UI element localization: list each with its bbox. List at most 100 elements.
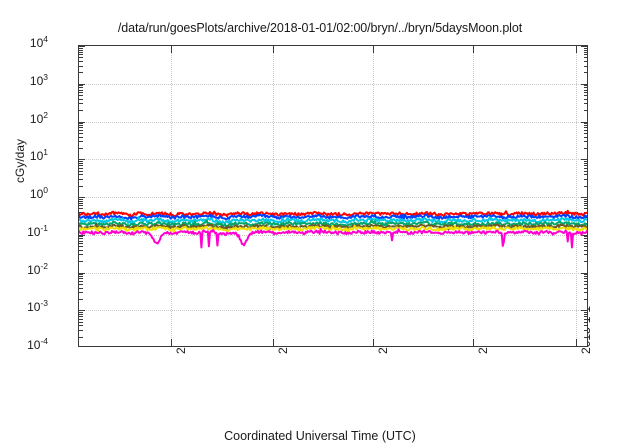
gridline-vertical	[273, 46, 274, 346]
y-axis-minor-tick	[583, 147, 587, 149]
x-axis-tick	[373, 46, 374, 53]
y-axis-tick	[581, 46, 587, 47]
y-axis-minor-tick	[79, 125, 83, 127]
y-axis-minor-tick	[79, 165, 83, 167]
y-axis-minor-tick	[583, 65, 587, 67]
y-axis-minor-tick	[583, 103, 587, 105]
y-axis-minor-tick	[583, 316, 587, 318]
y-axis-minor-tick	[583, 98, 587, 100]
y-axis-minor-tick	[79, 129, 83, 131]
y-axis-minor-tick	[583, 51, 587, 53]
y-axis-minor-tick	[583, 205, 587, 207]
y-axis-minor-tick	[79, 98, 83, 100]
y-axis-tick-label: 10-4	[27, 336, 48, 352]
y-axis-minor-tick	[583, 278, 587, 280]
y-axis-minor-tick	[79, 49, 83, 51]
gridline-horizontal	[79, 197, 587, 198]
gridline-vertical	[171, 46, 172, 346]
y-axis-minor-tick	[583, 198, 587, 200]
trace-channel-4	[79, 219, 587, 228]
y-axis-minor-tick	[583, 49, 587, 51]
y-axis-minor-tick	[583, 243, 587, 245]
y-axis-minor-tick	[79, 238, 83, 240]
y-axis-minor-tick	[79, 283, 83, 285]
gridline-horizontal	[79, 159, 587, 161]
y-axis-minor-tick	[583, 72, 587, 74]
y-axis-tick	[79, 83, 85, 85]
y-axis-tick	[79, 234, 85, 236]
y-axis-tick	[79, 272, 85, 274]
y-axis-minor-tick	[583, 318, 587, 320]
data-traces	[79, 209, 587, 249]
y-axis-minor-tick	[79, 103, 83, 105]
x-axis-tick	[576, 339, 577, 346]
y-axis-tick-label: 103	[29, 71, 48, 88]
y-axis-minor-tick	[79, 147, 83, 149]
y-axis-minor-tick	[79, 174, 83, 176]
y-axis-minor-tick	[79, 167, 83, 169]
y-axis-tick-label: 100	[29, 185, 48, 201]
x-axis-tick	[373, 339, 374, 346]
y-axis-minor-tick	[79, 336, 83, 338]
y-axis-minor-tick	[79, 92, 83, 94]
y-axis-minor-tick	[79, 208, 83, 210]
y-axis-minor-tick	[583, 178, 587, 180]
y-axis-tick	[581, 310, 587, 312]
y-axis-minor-tick	[583, 162, 587, 164]
y-axis-minor-tick	[583, 87, 587, 89]
page-title: /data/run/goesPlots/archive/2018-01-01/0…	[117, 21, 523, 35]
y-axis-minor-tick	[79, 298, 83, 300]
y-axis-minor-tick	[583, 125, 587, 127]
x-axis-label: Coordinated Universal Time (UTC)	[224, 429, 416, 443]
y-axis-minor-tick	[79, 95, 83, 97]
y-axis-tick-label: 102	[29, 109, 48, 126]
y-axis-minor-tick	[583, 200, 587, 202]
y-axis-minor-tick	[79, 85, 83, 87]
y-axis-minor-tick	[583, 123, 587, 125]
gridline-horizontal	[79, 83, 587, 85]
y-axis-minor-tick	[583, 325, 587, 327]
y-axis-tick-label: 104	[29, 34, 48, 50]
y-axis-minor-tick	[583, 240, 587, 242]
y-axis-minor-tick	[79, 127, 83, 129]
y-axis-minor-tick	[583, 89, 587, 91]
x-axis-tick	[273, 46, 274, 53]
y-axis-minor-tick	[79, 110, 83, 112]
y-axis-minor-tick	[583, 185, 587, 187]
y-axis-minor-tick	[583, 127, 587, 129]
gridline-horizontal	[79, 272, 587, 274]
y-axis-tick-label: 101	[29, 147, 48, 164]
y-axis-minor-tick	[79, 318, 83, 320]
y-axis-minor-tick	[583, 170, 587, 172]
trace-channel-1	[79, 209, 587, 219]
y-axis-minor-tick	[79, 123, 83, 125]
y-axis-minor-tick	[583, 276, 587, 278]
y-axis-minor-tick	[79, 316, 83, 318]
y-axis-minor-tick	[79, 141, 83, 143]
gridline-horizontal	[79, 310, 587, 312]
trace-channel-6	[79, 224, 587, 234]
y-axis-minor-tick	[79, 198, 83, 200]
y-axis-minor-tick	[79, 274, 83, 276]
y-axis-minor-tick	[79, 325, 83, 327]
x-axis-tick	[171, 46, 172, 53]
y-axis-minor-tick	[79, 329, 83, 331]
gridline-horizontal	[79, 234, 587, 236]
y-axis-minor-tick	[79, 47, 83, 49]
y-axis-minor-tick	[583, 165, 587, 167]
y-axis-tick	[581, 83, 587, 85]
y-axis-minor-tick	[79, 132, 83, 134]
y-axis-minor-tick	[79, 185, 83, 187]
y-axis-minor-tick	[583, 249, 587, 251]
y-axis-minor-tick	[79, 136, 83, 138]
y-axis-minor-tick	[79, 54, 83, 56]
y-axis-minor-tick	[583, 160, 587, 162]
y-axis-minor-tick	[583, 254, 587, 256]
y-axis-tick	[79, 46, 85, 47]
y-axis-minor-tick	[583, 336, 587, 338]
plot-area	[78, 45, 588, 347]
y-axis-minor-tick	[79, 280, 83, 282]
y-axis-minor-tick	[583, 95, 587, 97]
y-axis-minor-tick	[79, 89, 83, 91]
y-axis-tick-label: 10-3	[27, 298, 48, 315]
